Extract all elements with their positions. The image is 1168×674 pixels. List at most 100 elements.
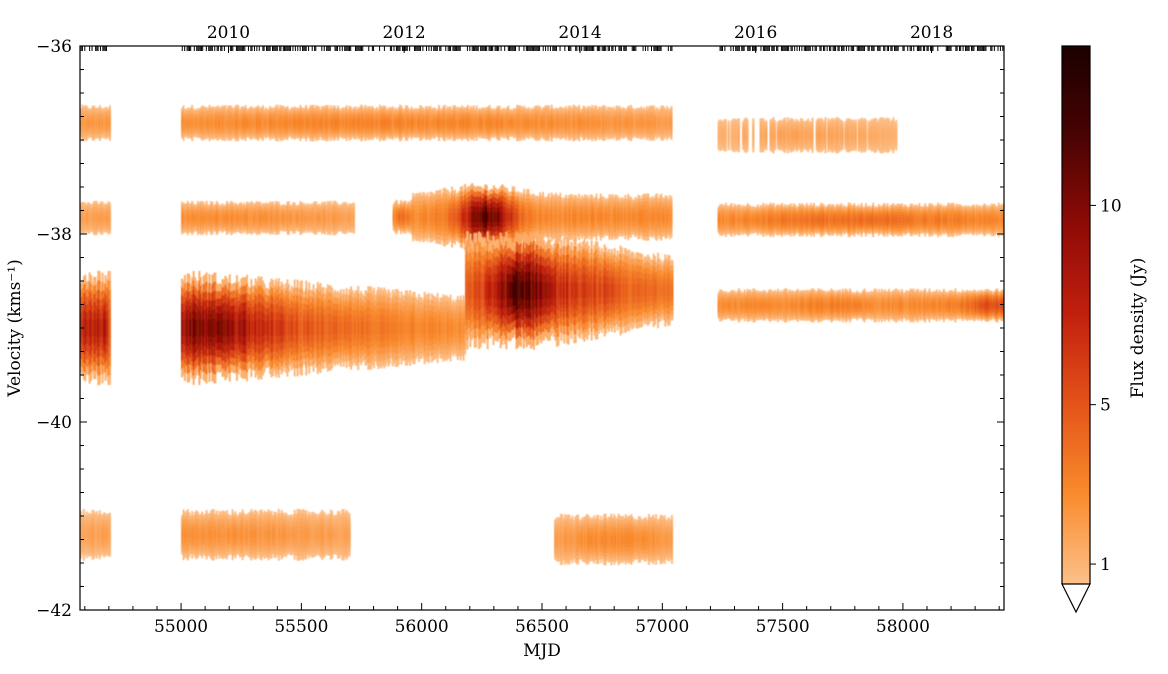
heatmap-cell bbox=[191, 215, 194, 221]
heatmap-cell bbox=[397, 214, 400, 220]
heatmap-cell bbox=[632, 120, 635, 126]
heatmap-cell bbox=[875, 132, 878, 139]
heatmap-cell bbox=[80, 215, 83, 221]
heatmap-cell bbox=[273, 215, 276, 221]
heatmap-cell bbox=[462, 212, 465, 222]
heatmap-cell bbox=[559, 120, 562, 126]
heatmap-cell bbox=[565, 213, 568, 221]
heatmap-cell bbox=[365, 120, 368, 126]
heatmap-cell bbox=[218, 120, 221, 126]
heatmap-cell bbox=[429, 120, 432, 126]
heatmap-cell bbox=[87, 215, 90, 221]
heatmap-cell bbox=[228, 120, 231, 127]
heatmap-cell bbox=[653, 120, 656, 126]
heatmap-cell bbox=[520, 120, 523, 126]
heatmap-cell bbox=[261, 215, 264, 221]
heatmap-cell bbox=[348, 215, 351, 221]
heatmap-cell bbox=[505, 212, 508, 222]
heatmap-cell bbox=[204, 215, 207, 221]
heatmap-cell bbox=[315, 215, 318, 221]
heatmap-cell bbox=[746, 217, 749, 223]
heatmap-cell bbox=[495, 120, 498, 126]
heatmap-cell bbox=[521, 213, 524, 221]
heatmap-cell bbox=[449, 120, 452, 126]
heatmap-cell bbox=[218, 215, 221, 221]
heatmap-cell bbox=[250, 215, 253, 221]
heatmap-cell bbox=[267, 120, 270, 126]
heatmap-cell bbox=[606, 213, 610, 221]
heatmap-cell bbox=[840, 132, 843, 138]
heatmap-cell bbox=[100, 215, 103, 221]
heatmap-cell bbox=[208, 215, 211, 221]
heatmap-cell bbox=[250, 120, 253, 126]
heatmap-cell bbox=[181, 120, 184, 126]
heatmap-cell bbox=[478, 120, 481, 126]
heatmap-cell bbox=[198, 120, 201, 126]
heatmap-cell bbox=[485, 211, 488, 223]
heatmap-cell bbox=[234, 120, 237, 127]
heatmap-cell bbox=[253, 215, 256, 221]
heatmap-cell bbox=[351, 215, 354, 221]
heatmap-cell bbox=[529, 213, 532, 221]
heatmap-cell bbox=[316, 215, 319, 221]
heatmap-cell bbox=[599, 120, 602, 126]
heatmap-cell bbox=[224, 215, 227, 221]
heatmap-cell bbox=[85, 215, 88, 221]
heatmap-cell bbox=[736, 217, 739, 223]
heatmap-cell bbox=[94, 120, 97, 126]
heatmap-cell bbox=[458, 212, 461, 222]
heatmap-cell bbox=[583, 213, 586, 221]
heatmap-cell bbox=[342, 120, 345, 126]
heatmap-cell bbox=[472, 211, 475, 223]
heatmap-cell bbox=[302, 120, 305, 126]
heatmap-cell bbox=[641, 213, 644, 221]
heatmap-cell bbox=[863, 132, 866, 139]
heatmap-cell bbox=[290, 120, 293, 126]
heatmap-cell bbox=[393, 120, 396, 126]
heatmap-cell bbox=[645, 213, 648, 222]
heatmap-cell bbox=[336, 215, 340, 221]
heatmap-cell bbox=[657, 120, 660, 126]
heatmap-cell bbox=[742, 217, 745, 223]
heatmap-cell bbox=[799, 132, 802, 139]
heatmap-cell bbox=[251, 215, 254, 221]
heatmap-cell bbox=[448, 212, 451, 222]
heatmap-cell bbox=[621, 213, 624, 221]
heatmap-cell bbox=[479, 211, 482, 223]
heatmap-cell bbox=[614, 213, 617, 221]
heatmap-cell bbox=[191, 120, 194, 127]
heatmap-cell bbox=[347, 120, 350, 126]
heatmap-cell bbox=[286, 215, 289, 221]
heatmap-cell bbox=[570, 213, 573, 221]
heatmap-cell bbox=[586, 213, 589, 221]
heatmap-cell bbox=[427, 213, 430, 221]
heatmap-cell bbox=[569, 120, 572, 126]
heatmap-cell bbox=[830, 132, 833, 139]
heatmap-cell bbox=[643, 213, 646, 221]
heatmap-cell bbox=[807, 132, 810, 139]
heatmap-cell bbox=[286, 120, 289, 126]
heatmap-cell bbox=[386, 120, 389, 126]
heatmap-cell bbox=[670, 120, 673, 126]
heatmap-cell bbox=[601, 120, 604, 126]
heatmap-cell bbox=[205, 120, 208, 126]
heatmap-cell bbox=[477, 120, 480, 126]
heatmap-cell bbox=[254, 215, 257, 221]
heatmap-cell bbox=[442, 212, 445, 222]
heatmap-cell bbox=[409, 120, 412, 126]
heatmap-cell bbox=[308, 215, 311, 221]
heatmap-cell bbox=[494, 212, 497, 222]
heatmap-cell bbox=[730, 132, 733, 138]
heatmap-cell bbox=[615, 120, 618, 127]
heatmap-cell bbox=[573, 120, 576, 126]
heatmap-cell bbox=[537, 213, 540, 221]
heatmap-cell bbox=[186, 120, 189, 126]
heatmap-cell bbox=[95, 120, 98, 126]
heatmap-cell bbox=[560, 213, 563, 221]
heatmap-cell bbox=[798, 133, 801, 138]
heatmap-cell bbox=[867, 132, 870, 138]
heatmap-cell bbox=[81, 215, 84, 221]
heatmap-cell bbox=[828, 132, 831, 138]
heatmap-cell bbox=[638, 120, 641, 126]
heatmap-cell bbox=[394, 120, 397, 126]
